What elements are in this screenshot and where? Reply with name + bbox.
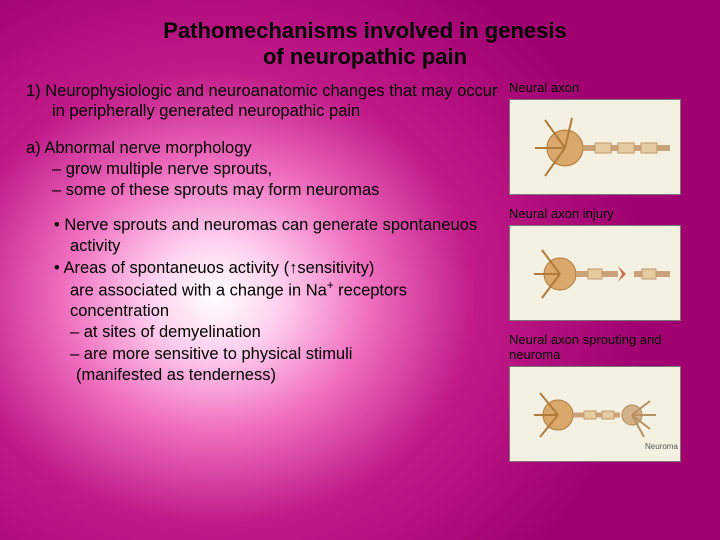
item-a-dash-2: – some of these sprouts may form neuroma…: [26, 180, 501, 201]
figure-2: [509, 225, 681, 321]
slide-title: Pathomechanisms involved in genesis of n…: [26, 18, 704, 71]
bullet-1: • Nerve sprouts and neuromas can generat…: [26, 215, 501, 257]
neuron-icon: [510, 100, 681, 195]
bullet-2-dash-2: – are more sensitive to physical stimuli: [26, 344, 501, 365]
right-column: Neural axon Neural axon injury: [509, 81, 704, 474]
figure-1-caption: Neural axon: [509, 81, 704, 95]
bullet-2-paren: (manifested as tenderness): [26, 365, 501, 386]
paragraph-1: 1) Neurophysiologic and neuroanatomic ch…: [26, 81, 501, 122]
left-column: 1) Neurophysiologic and neuroanatomic ch…: [26, 81, 509, 474]
bullet-2-line-2: are associated with a change in Na+ rece…: [26, 279, 501, 302]
slide: Pathomechanisms involved in genesis of n…: [0, 0, 720, 540]
bullet-2-line-2-post: receptors: [334, 281, 407, 299]
bullet-2-dash-1: – at sites of demyelination: [26, 322, 501, 343]
item-a-heading: a) Abnormal nerve morphology: [26, 138, 501, 159]
title-line-1: Pathomechanisms involved in genesis: [163, 18, 566, 43]
figure-3-caption: Neural axon sprouting and neuroma: [509, 333, 704, 362]
bullet-2-line-2-pre: are associated with a change in Na: [70, 281, 327, 299]
item-a-dash-1: – grow multiple nerve sprouts,: [26, 159, 501, 180]
neuroma-label: Neuroma: [645, 442, 678, 451]
superscript-plus: +: [327, 280, 334, 292]
bullet-2-line-3: concentration: [26, 301, 501, 322]
neuron-sprouting-icon: Neuroma: [510, 367, 681, 462]
figure-3: Neuroma: [509, 366, 681, 462]
neuron-injury-icon: [510, 226, 681, 321]
block-bullets: • Nerve sprouts and neuromas can generat…: [26, 215, 501, 385]
figure-2-caption: Neural axon injury: [509, 207, 704, 221]
figure-1: [509, 99, 681, 195]
content-row: 1) Neurophysiologic and neuroanatomic ch…: [26, 81, 704, 474]
bullet-2-line-1: • Areas of spontaneuos activity (↑sensit…: [26, 258, 501, 279]
title-line-2: of neuropathic pain: [263, 44, 467, 69]
block-a: a) Abnormal nerve morphology – grow mult…: [26, 138, 501, 201]
